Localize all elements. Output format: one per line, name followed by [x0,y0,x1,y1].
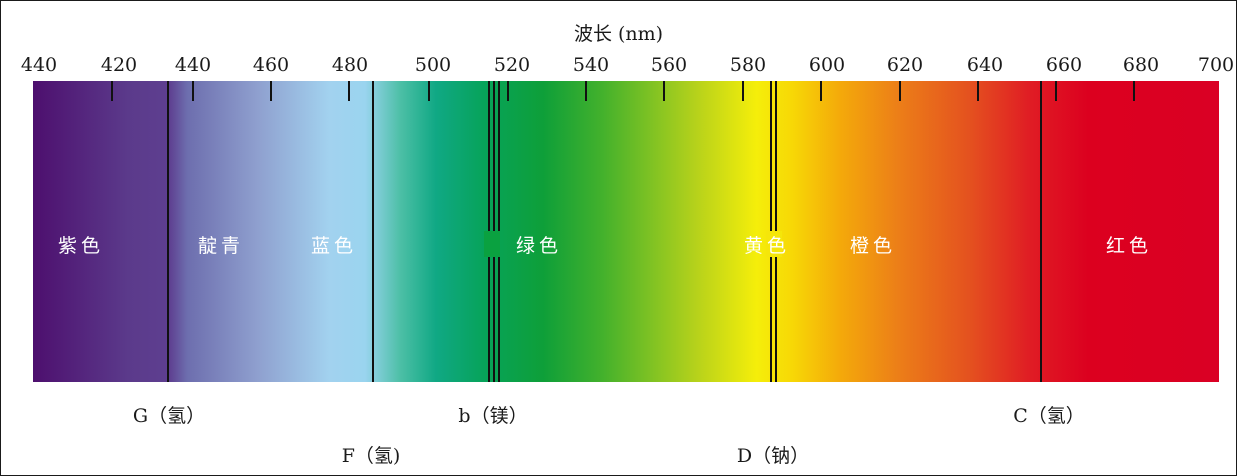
tick-mark [270,81,272,101]
region-label-red: 红色 [1105,235,1153,257]
tick-mark [899,81,901,101]
tick-mark [977,81,979,101]
region-label-blue: 蓝色 [310,235,358,257]
line-gap [484,231,500,257]
tick-mark [663,81,665,101]
tick-label-8: 560 [650,54,688,76]
region-label-orange: 橙色 [849,235,897,257]
tick-label-5: 500 [414,54,452,76]
tick-mark [428,81,430,101]
line-label-d: D（钠） [736,445,810,467]
tick-mark [507,81,509,101]
tick-label-7: 540 [572,54,610,76]
line-label-b: b（镁） [458,405,528,427]
region-label-green: 绿色 [515,235,563,257]
line-label-c: C（氢） [1013,405,1085,427]
tick-label-10: 600 [808,54,846,76]
spectral-line-g [167,81,169,382]
line-gap [766,231,782,257]
tick-label-9: 580 [729,54,767,76]
tick-mark [742,81,744,101]
tick-mark [820,81,822,101]
tick-label-14: 680 [1122,54,1160,76]
tick-label-0: 440 [20,54,58,76]
tick-label-13: 660 [1045,54,1083,76]
tick-label-4: 480 [331,54,369,76]
line-label-g: G（氢） [132,405,206,427]
region-label-yellow: 黄色 [743,235,791,257]
tick-mark [1055,81,1057,101]
spectral-line-f [372,81,374,382]
region-label-violet: 紫色 [57,235,105,257]
tick-label-2: 440 [174,54,212,76]
tick-label-1: 420 [100,54,138,76]
tick-label-11: 620 [886,54,924,76]
tick-label-15: 700 [1197,54,1235,76]
tick-mark [111,81,113,101]
axis-title: 波长 (nm) [573,23,664,45]
tick-mark [585,81,587,101]
tick-label-12: 640 [966,54,1004,76]
tick-mark [192,81,194,101]
tick-label-6: 520 [493,54,531,76]
region-label-indigo: 靛青 [197,235,245,257]
tick-mark [348,81,350,101]
tick-label-3: 460 [252,54,290,76]
spectrum-band: 紫色 靛青 蓝色 绿色 黄色 橙色 红色 [33,81,1219,382]
line-label-f: F（氢) [341,445,401,467]
tick-mark [1133,81,1135,101]
spectral-line-c [1040,81,1042,382]
